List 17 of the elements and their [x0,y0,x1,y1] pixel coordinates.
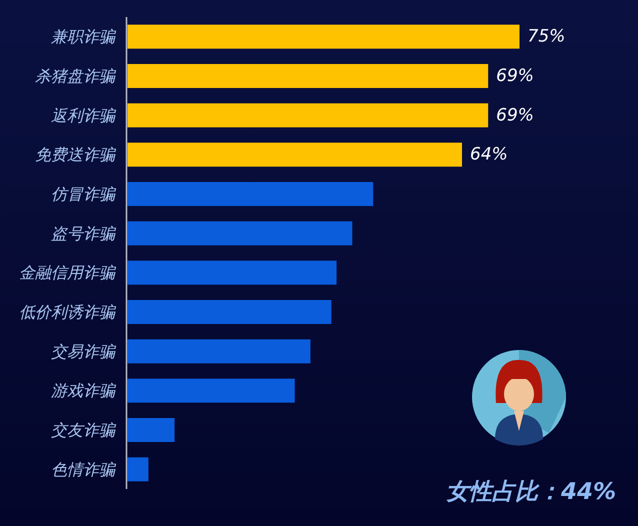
annotation: 女性占比：44% [446,479,616,505]
y-tick-label: 色情诈骗 [51,460,117,479]
data-label: 64% [470,144,508,165]
y-tick-label: 交友诈骗 [51,420,117,440]
y-tick-label: 盗号诈骗 [51,224,117,243]
y-tick-label: 返利诈骗 [51,106,117,125]
data-label: 69% [496,105,534,126]
data-label: 75% [528,26,566,47]
y-tick-label: 低价利诱诈骗 [19,302,117,322]
y-tick-label: 兼职诈骗 [51,27,117,46]
y-tick-label: 金融信用诈骗 [19,263,117,282]
y-tick-label: 交易诈骗 [51,342,117,361]
y-tick-label: 杀猪盘诈骗 [35,66,117,86]
y-tick-label: 游戏诈骗 [51,381,117,400]
data-label: 69% [496,66,534,86]
y-tick-label: 仿冒诈骗 [51,184,117,204]
y-tick-label: 免费送诈骗 [35,145,117,164]
